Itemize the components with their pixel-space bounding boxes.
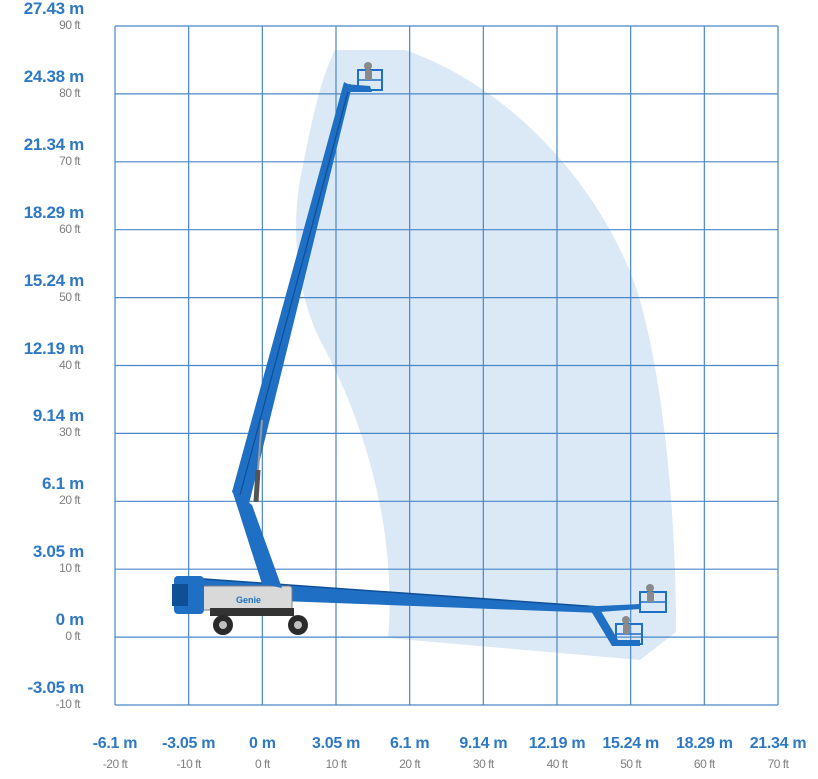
x-tick-label-ft: -20 ft <box>102 757 128 771</box>
lower-boom <box>232 490 282 588</box>
machine-label: Genie <box>236 595 261 605</box>
boom-lift: Genie <box>172 82 640 646</box>
x-tick-label-ft: -10 ft <box>176 757 201 771</box>
counterweight <box>172 584 188 606</box>
y-tick-label-m: -3.05 m <box>27 678 85 697</box>
main-boom-edge <box>239 83 351 496</box>
y-tick-label-m: 0 m <box>55 610 85 630</box>
x-tick-label-m: 0 m <box>248 735 276 752</box>
y-tick-label-ft: 90 ft <box>59 18 80 32</box>
boom-rod <box>257 419 263 471</box>
right-basket <box>639 584 667 613</box>
y-tick-label-ft: 40 ft <box>59 357 80 372</box>
x-tick-label-ft: 50 ft <box>620 757 642 771</box>
y-tick-label-ft: 20 ft <box>59 493 80 508</box>
horizontal-boom-edge <box>175 576 601 608</box>
right-jib <box>598 604 640 612</box>
y-tick-label-m: 24.38 m <box>23 66 85 86</box>
y-tick-label-ft: 60 ft <box>59 221 80 236</box>
y-tick-label-ft: 10 ft <box>59 561 80 576</box>
frame <box>210 608 294 616</box>
x-tick-label-m: 6.1 m <box>389 735 430 752</box>
boom-cylinder <box>253 469 261 503</box>
x-tick-label-m: 15.24 m <box>602 735 659 752</box>
x-tick-label-ft: 30 ft <box>472 757 494 771</box>
working-envelope <box>296 50 676 660</box>
y-tick-label-ft: 0 ft <box>65 629 80 644</box>
wheel-right-hub <box>294 621 302 629</box>
x-tick-label-ft: 0 ft <box>254 757 270 771</box>
y-tick-label-m: 9.14 m <box>32 406 84 426</box>
y-tick-label-ft: 50 ft <box>59 289 80 304</box>
y-tick-label-m: 18.29 m <box>23 202 85 222</box>
x-tick-label-ft: 20 ft <box>399 757 421 771</box>
x-tick-label-m: 3.05 m <box>311 735 360 752</box>
x-tick-label-m: 18.29 m <box>676 735 733 752</box>
lower-jib <box>588 606 640 646</box>
grid <box>114 25 779 706</box>
y-tick-label-m: 15.24 m <box>23 270 85 290</box>
y-tick-label-ft: -10 ft <box>55 697 81 711</box>
wheel-left-hub <box>219 621 227 629</box>
x-tick-label-m: 12.19 m <box>528 735 586 752</box>
x-tick-label-ft: 10 ft <box>325 757 347 771</box>
x-tick-label-ft: 40 ft <box>546 757 568 771</box>
y-tick-label-ft: 80 ft <box>59 85 80 100</box>
x-tick-label-m: 9.14 m <box>459 735 508 752</box>
y-tick-label-m: 12.19 m <box>23 338 85 358</box>
y-tick-label-m: 27.43 m <box>23 0 85 18</box>
y-tick-label-m: 6.1 m <box>42 474 84 494</box>
lower-basket <box>615 616 643 645</box>
y-tick-label-ft: 70 ft <box>59 153 80 168</box>
upper-basket <box>357 62 383 91</box>
x-tick-label-m: -3.05 m <box>162 735 216 752</box>
y-tick-label-m: 21.34 m <box>23 134 85 154</box>
x-tick-label-ft: 60 ft <box>693 757 715 771</box>
x-tick-label-ft: 70 ft <box>767 757 789 771</box>
y-tick-label-ft: 30 ft <box>59 425 80 440</box>
x-tick-label-m: -6.1 m <box>92 735 138 752</box>
y-tick-label-m: 3.05 m <box>32 542 84 562</box>
x-tick-label-m: 21.34 m <box>749 735 807 752</box>
